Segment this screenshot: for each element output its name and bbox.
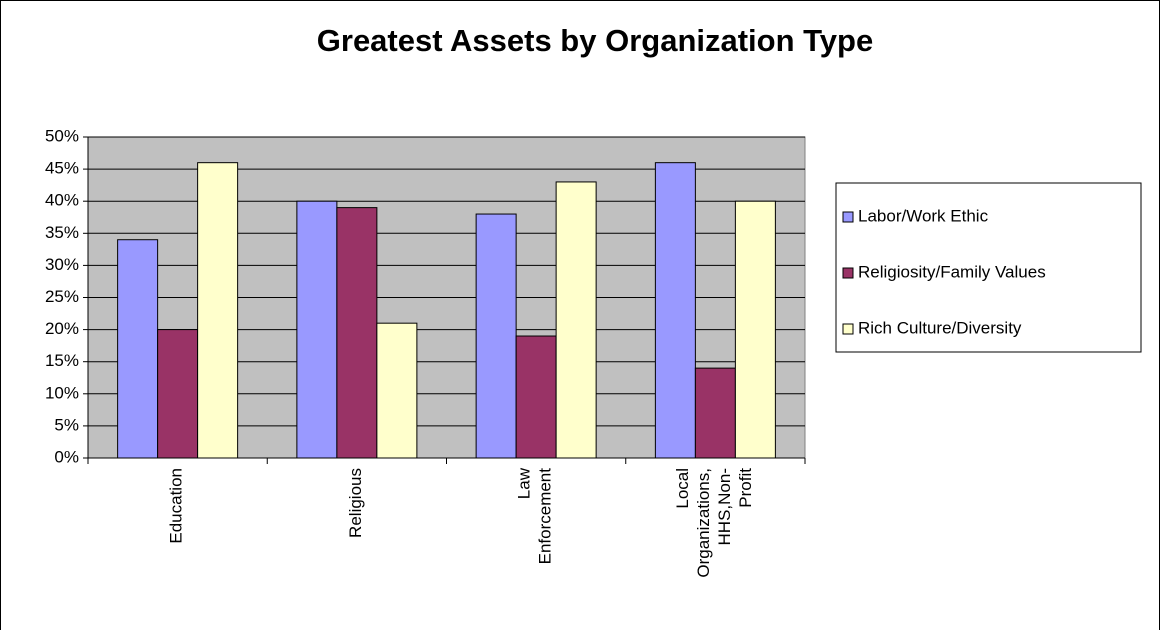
bar [157, 329, 199, 459]
bar [475, 213, 517, 459]
bar [734, 200, 776, 459]
legend-label: Rich Culture/Diversity [858, 318, 1022, 337]
y-tick-label: 0% [54, 447, 79, 466]
legend-swatch [842, 267, 854, 279]
chart-title: Greatest Assets by Organization Type [317, 23, 873, 58]
y-tick-label: 25% [45, 287, 79, 306]
legend-swatch [842, 211, 854, 223]
bar [296, 200, 338, 459]
x-tick-label: Law Enforcement [515, 467, 555, 564]
y-tick-label: 50% [45, 126, 79, 145]
legend-box [835, 182, 1142, 353]
y-tick-label: 10% [45, 383, 79, 402]
bar [515, 335, 557, 459]
bar [654, 162, 696, 459]
legend-label: Labor/Work Ethic [858, 206, 989, 225]
x-tick-label-line: Education [167, 468, 186, 544]
x-tick-label: Religious [346, 468, 365, 538]
bar [376, 322, 418, 459]
x-tick-label-line: Religious [346, 468, 365, 538]
bar [117, 239, 159, 459]
y-tick-label: 30% [45, 255, 79, 274]
y-tick-label: 20% [45, 319, 79, 338]
x-tick-label-line: Enforcement [536, 468, 555, 565]
x-tick-label-line: HHS,Non- [715, 468, 734, 545]
x-tick-label-line: Profit [736, 468, 755, 508]
y-tick-label: 45% [45, 159, 79, 178]
y-tick-label: 15% [45, 351, 79, 370]
bar [197, 162, 239, 459]
legend-label: Religiosity/Family Values [858, 262, 1046, 281]
x-tick-label-line: Local [673, 468, 692, 509]
bar [336, 207, 378, 459]
x-tick-label: Education [167, 468, 186, 544]
y-tick-label: 40% [45, 191, 79, 210]
x-tick-label: Local Organizations, HHS,Non- Profit [673, 468, 755, 578]
x-tick-label-line: Organizations, [694, 468, 713, 578]
y-tick-label: 35% [45, 223, 79, 242]
legend-swatch [842, 323, 854, 335]
y-tick-label: 5% [54, 415, 79, 434]
bar [694, 367, 736, 459]
x-tick-label-line: Law [515, 467, 534, 499]
bar [555, 181, 597, 459]
